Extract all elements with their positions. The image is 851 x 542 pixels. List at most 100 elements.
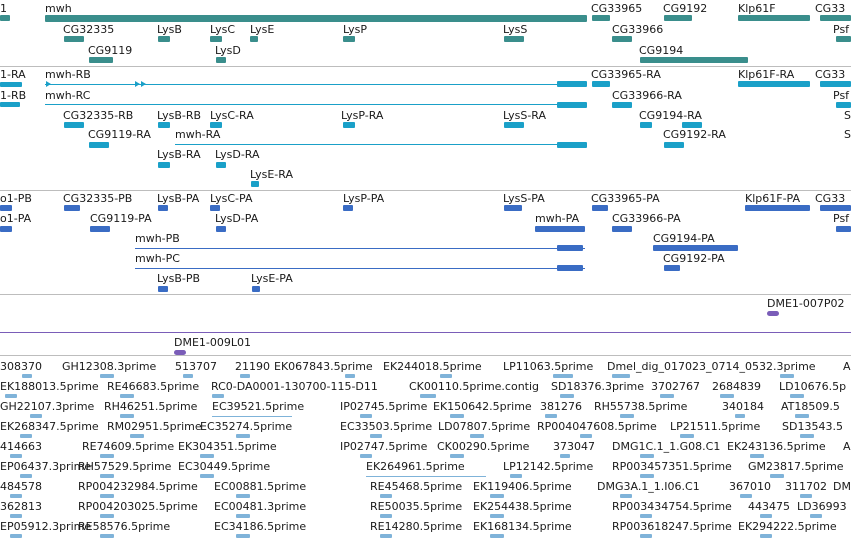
cds-bar[interactable] bbox=[216, 226, 226, 232]
transcript-exon[interactable] bbox=[216, 162, 226, 168]
est-label[interactable]: RH55738.5prime bbox=[594, 400, 688, 413]
gene-bar[interactable] bbox=[664, 15, 692, 21]
est-label[interactable]: DM bbox=[833, 480, 851, 493]
cds-bar[interactable] bbox=[158, 286, 168, 292]
clone-label[interactable]: DME1-007P02 bbox=[767, 297, 845, 310]
transcript-label[interactable]: CG9192-RA bbox=[663, 128, 726, 141]
transcript-exon[interactable] bbox=[251, 181, 259, 187]
gene-label[interactable]: CG9119 bbox=[88, 44, 133, 57]
cds-bar[interactable] bbox=[0, 205, 12, 211]
cds-bar[interactable] bbox=[535, 226, 585, 232]
est-bar[interactable] bbox=[10, 454, 22, 458]
est-label[interactable]: RP004047608.5prime bbox=[537, 420, 657, 433]
est-label[interactable]: 381276 bbox=[540, 400, 582, 413]
cds-bar[interactable] bbox=[343, 205, 353, 211]
protein-label[interactable]: CG9119-PA bbox=[90, 212, 152, 225]
est-label[interactable]: EC00881.5prime bbox=[214, 480, 307, 493]
est-label[interactable]: EK268347.5prime bbox=[0, 420, 99, 433]
est-label[interactable]: 308370 bbox=[0, 360, 42, 373]
transcript-label[interactable]: Klp61F-RA bbox=[738, 68, 795, 81]
cds-bar[interactable] bbox=[612, 226, 632, 232]
transcript-exon[interactable] bbox=[592, 81, 610, 87]
est-bar[interactable] bbox=[800, 494, 812, 498]
est-bar[interactable] bbox=[612, 374, 630, 378]
gene-bar[interactable] bbox=[64, 36, 84, 42]
cds-bar[interactable] bbox=[653, 245, 738, 251]
est-label[interactable]: DMG3A.1_1.I06.C1 bbox=[597, 480, 700, 493]
est-bar[interactable] bbox=[120, 414, 134, 418]
transcript-exon[interactable] bbox=[640, 122, 652, 128]
est-bar[interactable] bbox=[236, 534, 250, 538]
est-bar[interactable] bbox=[236, 514, 250, 518]
gene-label[interactable]: LysS bbox=[503, 23, 528, 36]
gene-bar[interactable] bbox=[504, 36, 524, 42]
est-label[interactable]: 21190 bbox=[235, 360, 270, 373]
est-bar[interactable] bbox=[660, 394, 674, 398]
est-bar[interactable] bbox=[440, 374, 452, 378]
protein-label[interactable]: LysS-PA bbox=[503, 192, 545, 205]
gene-bar[interactable] bbox=[820, 15, 851, 21]
transcript-exon[interactable] bbox=[89, 142, 109, 148]
est-bar[interactable] bbox=[580, 434, 592, 438]
protein-label[interactable]: Psf bbox=[833, 212, 850, 225]
est-label[interactable]: RM02951.5prime bbox=[107, 420, 202, 433]
est-bar[interactable] bbox=[212, 394, 224, 398]
est-label[interactable]: LP21511.5prime bbox=[670, 420, 761, 433]
protein-label[interactable]: mwh-PC bbox=[135, 252, 180, 265]
protein-label[interactable]: mwh-PB bbox=[135, 232, 180, 245]
est-bar[interactable] bbox=[22, 374, 32, 378]
cds-bar[interactable] bbox=[820, 205, 851, 211]
est-bar[interactable] bbox=[10, 514, 22, 518]
est-bar[interactable] bbox=[680, 434, 694, 438]
transcript-exon[interactable] bbox=[210, 122, 222, 128]
est-bar[interactable] bbox=[450, 454, 464, 458]
est-label[interactable]: CK00290.5prime bbox=[437, 440, 530, 453]
est-label[interactable]: RE46683.5prime bbox=[107, 380, 200, 393]
est-label[interactable]: EC39521.5prime bbox=[212, 400, 305, 413]
est-bar[interactable] bbox=[380, 534, 392, 538]
protein-label[interactable]: CG9194-PA bbox=[653, 232, 715, 245]
est-label[interactable]: EC30449.5prime bbox=[178, 460, 271, 473]
est-bar[interactable] bbox=[470, 434, 484, 438]
est-bar[interactable] bbox=[130, 434, 144, 438]
gene-label[interactable]: CG33966 bbox=[612, 23, 664, 36]
gene-bar[interactable] bbox=[158, 36, 170, 42]
est-label[interactable]: RE74609.5prime bbox=[82, 440, 175, 453]
est-label[interactable]: 340184 bbox=[722, 400, 764, 413]
est-label[interactable]: EK264961.5prime bbox=[366, 460, 465, 473]
clone-bar[interactable] bbox=[174, 350, 186, 355]
transcript-label[interactable]: LysB-RA bbox=[157, 148, 201, 161]
est-label[interactable]: LD07807.5prime bbox=[438, 420, 531, 433]
est-label[interactable]: 367010 bbox=[729, 480, 771, 493]
est-bar[interactable] bbox=[236, 434, 250, 438]
gene-bar[interactable] bbox=[210, 36, 222, 42]
protein-label[interactable]: o1-PB bbox=[0, 192, 32, 205]
transcript-label[interactable]: LysE-RA bbox=[250, 168, 294, 181]
gene-bar[interactable] bbox=[592, 15, 610, 21]
transcript-exon[interactable] bbox=[612, 102, 632, 108]
est-label[interactable]: LP12142.5prime bbox=[503, 460, 594, 473]
cds-intron[interactable] bbox=[135, 248, 585, 249]
cds-bar[interactable] bbox=[158, 205, 168, 211]
est-label[interactable]: EK067843.5prime bbox=[274, 360, 373, 373]
gene-bar[interactable] bbox=[738, 15, 810, 21]
cds-bar[interactable] bbox=[557, 245, 583, 251]
est-bar[interactable] bbox=[100, 474, 114, 478]
est-label[interactable]: 362813 bbox=[0, 500, 42, 513]
est-bar[interactable] bbox=[770, 474, 784, 478]
gene-bar[interactable] bbox=[640, 57, 748, 63]
cds-bar[interactable] bbox=[0, 226, 12, 232]
est-bar[interactable] bbox=[560, 394, 574, 398]
est-label[interactable]: 311702 bbox=[785, 480, 827, 493]
gene-label[interactable]: mwh bbox=[45, 2, 72, 15]
protein-label[interactable]: CG33966-PA bbox=[612, 212, 681, 225]
est-bar[interactable] bbox=[360, 414, 372, 418]
gene-label[interactable]: LysC bbox=[210, 23, 236, 36]
est-label[interactable]: RE58576.5prime bbox=[78, 520, 171, 533]
est-label[interactable]: RE50035.5prime bbox=[370, 500, 463, 513]
est-bar[interactable] bbox=[510, 474, 522, 478]
protein-label[interactable]: CG33 bbox=[815, 192, 846, 205]
transcript-label[interactable]: S bbox=[844, 128, 851, 141]
est-label[interactable]: EC35274.5prime bbox=[200, 420, 293, 433]
transcript-label[interactable]: CG32335-RB bbox=[63, 109, 134, 122]
